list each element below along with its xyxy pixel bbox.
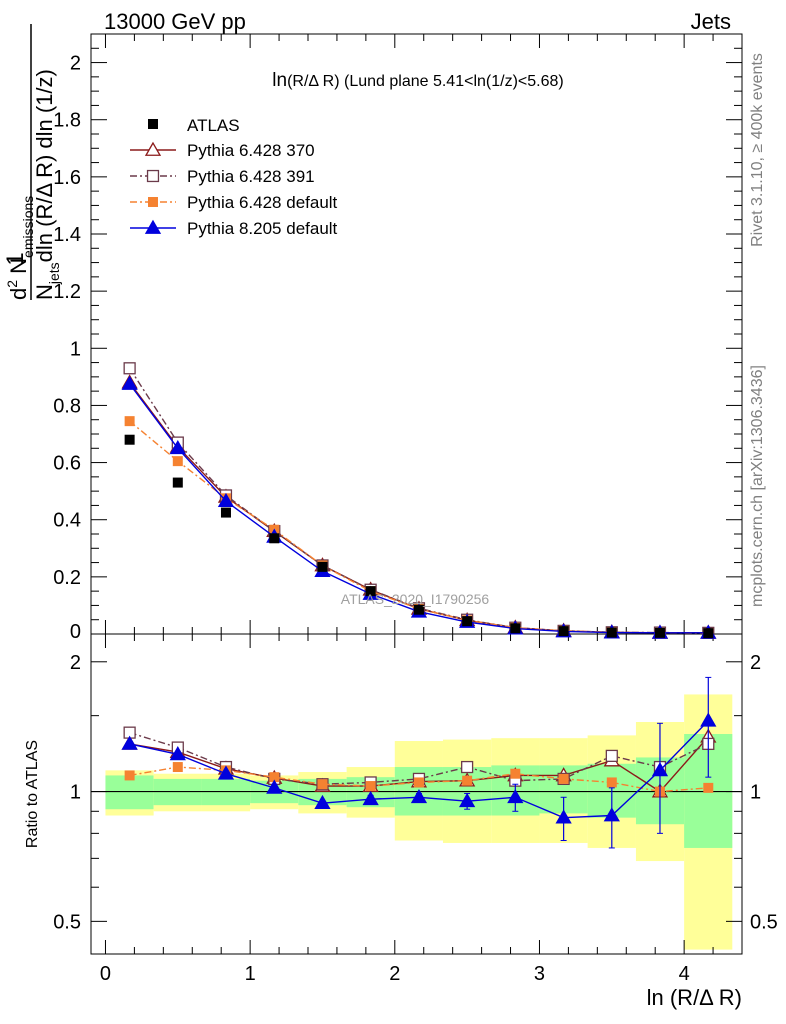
legend-marker [148, 197, 158, 207]
ratio-series-point [317, 779, 328, 790]
ratio-band-inner [105, 775, 154, 810]
ratio-series-point [362, 790, 379, 806]
ratio-y-tick-label: 2 [70, 652, 81, 674]
y-tick-label: 0 [70, 621, 81, 643]
series-point [172, 456, 183, 467]
series-point [169, 439, 186, 455]
x-tick-label: 2 [389, 963, 400, 985]
atlas-data-point [172, 477, 183, 488]
ratio-series-point [558, 773, 569, 784]
ratio-series-point [217, 765, 235, 780]
main-y-axis-label: 1 d2 Nemissions Njetsdln (R/Δ R) dln (1/… [2, 24, 62, 300]
legend: ATLAS Pythia 6.428 370 Pythia 6.428 391 Pyt… [130, 116, 338, 238]
ratio-series-point [121, 735, 138, 750]
ratio-series-point [462, 775, 473, 786]
ratio-series-point [459, 792, 476, 808]
series-point [124, 416, 135, 427]
ratio-series-point [606, 777, 617, 788]
ratio-y-axis-label: Ratio to ATLAS [24, 740, 41, 848]
ratio-series-point [651, 762, 669, 777]
ratio-series-point [365, 781, 376, 792]
svg-text:d2 Nemissions: d2 Nemissions [4, 196, 36, 300]
legend-label: Pythia 8.205 default [187, 219, 338, 238]
ratio-y-tick-label: 0.5 [53, 911, 81, 933]
atlas-data-point [654, 627, 665, 638]
x-tick-label: 3 [534, 963, 545, 985]
ratio-y-tick-label-right: 2 [750, 652, 761, 674]
legend-label: Pythia 6.428 370 [187, 141, 315, 160]
legend-label: Pythia 6.428 default [187, 193, 338, 212]
ratio-series-point [410, 788, 428, 804]
legend-marker [144, 219, 162, 234]
ratio-series-point [510, 768, 521, 779]
header-right: Jets [691, 9, 731, 34]
atlas-data-point [462, 616, 473, 627]
y-tick-label: 0.8 [53, 395, 81, 417]
ratio-series-point [169, 746, 186, 761]
ratio-series-point [413, 777, 424, 788]
svg-text:Njetsdln (R/Δ R) dln (1/z): Njetsdln (R/Δ R) dln (1/z) [32, 69, 62, 300]
series-point [123, 362, 136, 375]
analysis-watermark: ATLAS_2020_I1790256 [341, 591, 490, 607]
mcplots-label: mcplots.cern.ch [arXiv:1306.3436] [749, 365, 766, 607]
ratio-series-point [266, 779, 283, 794]
atlas-data-point [558, 626, 569, 637]
ratio-series-point [507, 788, 524, 804]
legend-marker [146, 169, 160, 183]
series-point [121, 375, 138, 390]
ratio-uncertainty-bands [105, 694, 733, 950]
y-tick-label: 1.2 [53, 281, 81, 303]
y-tick-label: 1.4 [53, 224, 81, 246]
legend-marker [144, 141, 162, 156]
atlas-data-point [703, 628, 714, 639]
legend-label: Pythia 6.428 391 [187, 167, 315, 186]
y-tick-label: 1.6 [53, 167, 81, 189]
rivet-version-label: Rivet 3.1.10, ≥ 400k events [749, 53, 766, 247]
main-plot-marks [121, 362, 717, 639]
ratio-series-point [124, 770, 135, 781]
atlas-data-point [317, 561, 328, 572]
axes: 0 1 2 3 4 0 0.2 0.4 0.6 0.8 1 1.2 1.4 1.6 1.8 2 0.5 0.5 1 1… [53, 34, 778, 985]
atlas-data-point [510, 623, 521, 634]
y-tick-label: 0.2 [53, 567, 81, 589]
x-axis-label: ln (R/Δ R) [647, 985, 742, 1010]
y-tick-label: 2 [70, 53, 81, 75]
y-tick-label: 0.6 [53, 453, 81, 475]
plot-title: ln(R/Δ R) (Lund plane 5.41<ln(1/z)<5.68) [272, 70, 563, 91]
y-tick-label: 1 [70, 338, 81, 360]
x-tick-label: 0 [100, 963, 111, 985]
atlas-data-point [606, 627, 617, 638]
atlas-data-point [124, 434, 135, 445]
ratio-series-point [555, 809, 572, 824]
ratio-series-point [605, 749, 618, 762]
ratio-series-point [603, 807, 620, 822]
atlas-data-point [220, 507, 231, 518]
atlas-data-point [269, 533, 280, 544]
svg-text:1: 1 [2, 252, 29, 265]
ratio-series-point [314, 794, 331, 810]
atlas-data-point [413, 604, 424, 615]
y-tick-label: 1.8 [53, 110, 81, 132]
header-left: 13000 GeV pp [104, 9, 246, 34]
ratio-plot-marks [121, 676, 717, 849]
ratio-series-point [703, 782, 714, 793]
legend-marker-atlas [148, 119, 158, 129]
ratio-y-tick-label: 1 [70, 782, 81, 804]
legend-label-atlas: ATLAS [187, 116, 240, 135]
ratio-y-tick-label-right: 0.5 [750, 911, 778, 933]
y-tick-label: 0.4 [53, 510, 81, 532]
ratio-series-point [461, 760, 474, 774]
atlas-data-point [365, 586, 376, 597]
ratio-plot-frame [90, 633, 743, 955]
x-tick-label: 4 [679, 963, 690, 985]
ratio-y-tick-label-right: 1 [750, 782, 761, 804]
series-point [217, 492, 235, 508]
ratio-series-point [172, 762, 183, 773]
x-tick-label: 1 [245, 963, 256, 985]
ratio-series-point [700, 712, 717, 727]
